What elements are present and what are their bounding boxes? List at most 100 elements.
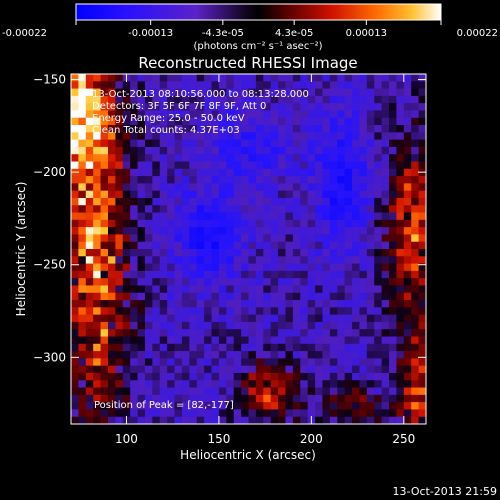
heatmap-cell	[196, 278, 205, 286]
heatmap-cell	[278, 176, 286, 184]
heatmap-cell	[107, 321, 116, 330]
heatmap-cell	[374, 321, 383, 330]
colorbar-tick-label: 4.3e-05	[275, 28, 313, 39]
heatmap-cell	[263, 168, 272, 177]
heatmap-cell	[315, 409, 323, 418]
heatmap-cell	[248, 234, 257, 243]
heatmap-cell	[366, 132, 375, 141]
heatmap-cell	[233, 95, 242, 104]
heatmap-cell	[411, 270, 420, 279]
heatmap-cell	[218, 110, 227, 119]
annotation-energy: Energy Range: 25.0 - 50.0 keV	[92, 113, 245, 124]
heatmap-cell	[248, 117, 257, 126]
heatmap-cell	[115, 132, 124, 141]
heatmap-cell	[167, 285, 176, 294]
heatmap-cell	[374, 336, 383, 345]
heatmap-cell	[218, 278, 227, 286]
heatmap-cell	[389, 81, 397, 90]
heatmap-cell	[167, 365, 176, 374]
heatmap-cell	[270, 176, 279, 184]
heatmap-cell	[344, 132, 353, 141]
heatmap-cell	[226, 234, 235, 243]
heatmap-cell	[322, 103, 331, 111]
heatmap-cell	[352, 278, 360, 286]
heatmap-cell	[85, 409, 94, 418]
heatmap-cell	[71, 176, 79, 184]
heatmap-cell	[181, 372, 190, 381]
heatmap-cell	[352, 351, 360, 359]
heatmap-cell	[85, 321, 94, 330]
heatmap-cell	[359, 241, 368, 250]
heatmap-cell	[389, 270, 397, 279]
x-axis-label: Heliocentric X (arcsec)	[180, 448, 316, 462]
heatmap-cell	[396, 416, 405, 424]
heatmap-cell	[218, 416, 227, 424]
heatmap-cell	[359, 329, 368, 337]
heatmap-cell	[248, 74, 257, 82]
heatmap-cell	[100, 321, 109, 330]
heatmap-cell	[159, 241, 168, 250]
heatmap-cell	[300, 343, 309, 352]
heatmap-cell	[263, 132, 272, 141]
heatmap-cell	[196, 314, 205, 323]
heatmap-cell	[189, 95, 198, 104]
heatmap-cell	[137, 103, 146, 111]
heatmap-cell	[130, 372, 139, 381]
heatmap-cell	[300, 300, 309, 308]
heatmap-cell	[152, 321, 161, 330]
heatmap-cell	[174, 81, 183, 90]
heatmap-cell	[85, 270, 94, 279]
heatmap-cell	[381, 139, 390, 148]
heatmap-cell	[85, 314, 94, 323]
heatmap-cell	[418, 285, 426, 294]
heatmap-cell	[189, 88, 198, 97]
heatmap-cell	[381, 212, 390, 221]
heatmap-cell	[107, 241, 116, 250]
heatmap-cell	[352, 227, 360, 235]
heatmap-cell	[78, 285, 87, 294]
heatmap-cell	[137, 110, 146, 119]
heatmap-cell	[270, 161, 279, 170]
heatmap-cell	[329, 110, 338, 119]
heatmap-cell	[137, 387, 146, 396]
heatmap-cell	[196, 205, 205, 214]
heatmap-cell	[307, 278, 316, 286]
heatmap-cell	[337, 307, 346, 316]
heatmap-cell	[233, 314, 242, 323]
heatmap-cell	[329, 351, 338, 359]
heatmap-cell	[152, 146, 161, 155]
heatmap-cell	[181, 234, 190, 243]
heatmap-cell	[300, 292, 309, 301]
heatmap-cell	[107, 351, 116, 359]
heatmap-cell	[329, 146, 338, 155]
heatmap-cell	[233, 285, 242, 294]
heatmap-cell	[344, 161, 353, 170]
heatmap-cell	[204, 190, 213, 199]
heatmap-cell	[93, 249, 102, 257]
heatmap-cell	[137, 227, 146, 235]
heatmap-cell	[241, 219, 249, 228]
heatmap-cell	[255, 103, 264, 111]
heatmap-cell	[174, 103, 183, 111]
colorbar-unit-label: (photons cm⁻² s⁻¹ asec⁻²)	[193, 41, 322, 52]
heatmap-cell	[300, 307, 309, 316]
heatmap-cell	[241, 256, 249, 265]
heatmap-cell	[85, 168, 94, 177]
heatmap-cell	[241, 343, 249, 352]
heatmap-cell	[263, 256, 272, 265]
heatmap-cell	[204, 132, 213, 141]
heatmap-cell	[352, 292, 360, 301]
heatmap-cell	[159, 336, 168, 345]
heatmap-cell	[322, 125, 331, 133]
heatmap-cell	[71, 227, 79, 235]
heatmap-cell	[248, 402, 257, 410]
heatmap-cell	[418, 190, 426, 199]
heatmap-cell	[100, 110, 109, 119]
heatmap-cell	[270, 154, 279, 162]
heatmap-cell	[374, 212, 383, 221]
heatmap-cell	[396, 110, 405, 119]
heatmap-cell	[396, 74, 405, 82]
heatmap-cell	[285, 300, 294, 308]
heatmap-cell	[159, 249, 168, 257]
heatmap-cell	[204, 197, 213, 206]
